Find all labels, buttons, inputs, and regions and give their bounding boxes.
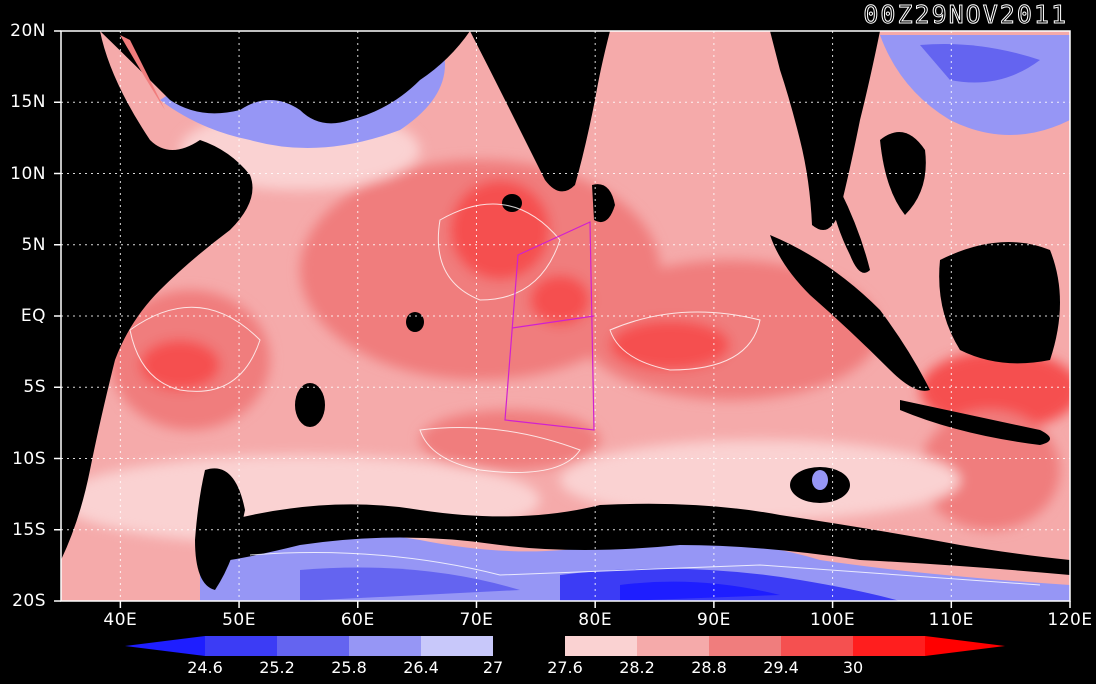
latitude-label: 15S <box>12 519 46 540</box>
land-sri-lanka <box>592 184 615 223</box>
hot-spot-1 <box>450 180 550 280</box>
isolated-cool-spot <box>502 194 522 212</box>
isotherm-27-band <box>230 503 1070 575</box>
land-seychelles-area <box>295 383 325 427</box>
latitude-label: 5S <box>23 377 46 398</box>
colorbar-segment <box>349 636 422 656</box>
latitude-label: 15N <box>10 92 46 113</box>
longitude-label: 120E <box>1047 610 1093 630</box>
colorbar-segment <box>637 636 710 656</box>
contour-line <box>129 306 261 392</box>
cool-eddy-core <box>812 470 828 490</box>
timestamp: 00Z29NOV2011 <box>863 0 1068 30</box>
land-madagascar <box>195 468 245 590</box>
warm-band-south <box>420 410 600 470</box>
warm-java-sea <box>920 350 1070 430</box>
colorbar-tick-label: 27 <box>482 658 504 677</box>
colorbar-segment <box>853 636 926 656</box>
colorbar-segment <box>565 636 638 656</box>
longitude-label: 80E <box>578 610 613 630</box>
colorbar-high-arrow <box>925 636 1005 656</box>
longitude-label: 110E <box>928 610 974 630</box>
colorbar-tick-label: 28.2 <box>619 658 655 677</box>
latitude-label: EQ <box>20 306 46 326</box>
colorbar-segment <box>205 636 278 656</box>
colorbar-segment <box>781 636 854 656</box>
sst-field <box>61 31 1070 601</box>
land-java <box>900 400 1050 445</box>
land-sumatra <box>770 235 930 391</box>
hot-spot-2 <box>610 320 730 370</box>
isolated-cool-spot-2 <box>406 312 424 332</box>
lat-lon-grid <box>61 31 1070 601</box>
land-india <box>470 31 610 192</box>
contour-line <box>609 311 761 371</box>
longitude-label: 100E <box>809 610 856 630</box>
longitude-label: 40E <box>103 610 138 630</box>
contour-line <box>249 552 1041 586</box>
cold-patch-1 <box>300 567 520 601</box>
colorbar-segment <box>493 636 566 656</box>
latitude-label: 5N <box>21 234 46 255</box>
colorbar-low-arrow <box>125 636 205 656</box>
colorbar-tick-label: 25.2 <box>259 658 295 677</box>
red-sea <box>120 35 165 110</box>
cold-patch-3 <box>620 581 780 601</box>
colorbar-segment <box>709 636 782 656</box>
land-arabia <box>100 31 470 124</box>
latitude-label: 20S <box>12 591 46 611</box>
longitude-label: 90E <box>696 610 731 630</box>
colorbar-tick-label: 28.8 <box>691 658 727 677</box>
colorbar-segment <box>277 636 350 656</box>
colorbar-segment <box>421 636 494 656</box>
colorbar-tick-label: 26.4 <box>403 658 439 677</box>
colorbar-tick-label: 29.4 <box>763 658 799 677</box>
colorbar-tick-label: 27.6 <box>547 658 583 677</box>
hot-spot-4 <box>530 275 590 325</box>
study-region-box <box>504 221 595 431</box>
pale-band-southeast <box>560 440 960 520</box>
contour-line <box>437 203 561 301</box>
cold-south-china-sea <box>920 44 1040 83</box>
hot-spot-3 <box>140 340 220 390</box>
land-indochina <box>770 31 880 230</box>
land-borneo <box>939 242 1060 364</box>
land-malay-peninsula <box>830 190 870 273</box>
latitude-label: 10N <box>10 163 46 184</box>
contour-line <box>419 427 581 473</box>
colorbar-tick-label: 24.6 <box>187 658 223 677</box>
longitude-label: 50E <box>222 610 256 630</box>
latitude-label: 20N <box>10 21 46 41</box>
land-africa <box>61 31 253 560</box>
latitude-label: 10S <box>12 448 46 469</box>
colorbar <box>125 636 1005 656</box>
colorbar-tick-label: 25.8 <box>331 658 367 677</box>
longitude-label: 60E <box>340 610 375 630</box>
longitude-label: 70E <box>459 610 494 630</box>
colorbar-tick-label: 30 <box>842 658 864 677</box>
